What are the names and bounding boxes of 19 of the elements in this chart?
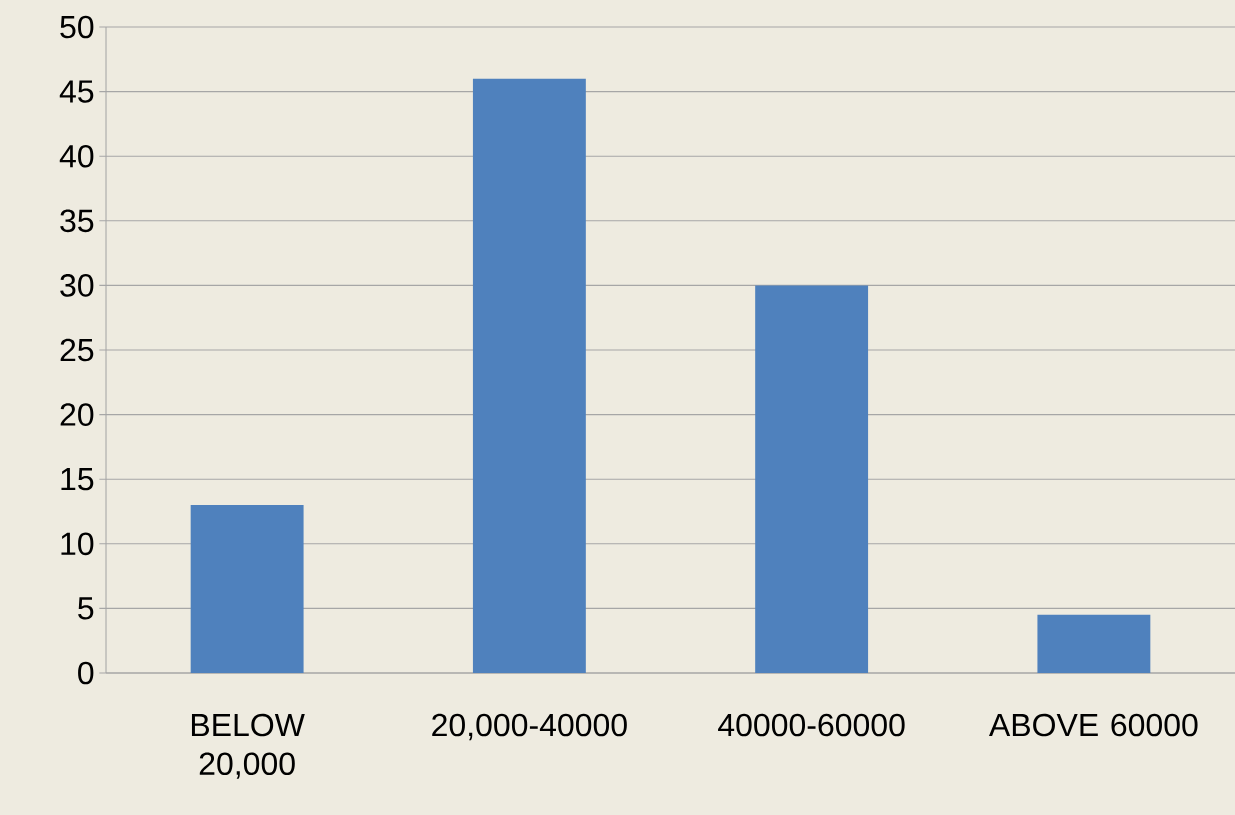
bar <box>755 285 869 673</box>
y-tick-label: 5 <box>78 597 94 620</box>
y-tick-label: 15 <box>61 468 94 491</box>
y-tick-label: 25 <box>60 338 94 362</box>
y-tick-label: 30 <box>60 274 94 297</box>
x-tick-label: 20,000-40000 <box>432 713 627 741</box>
bar <box>472 78 586 673</box>
y-tick-label: 10 <box>61 532 94 556</box>
y-tick-label: 0 <box>78 661 94 685</box>
x-tick-label: ABOVE 60000 <box>988 713 1198 737</box>
bar <box>190 505 304 673</box>
y-tick-label: 45 <box>59 80 94 103</box>
y-tick-label: 35 <box>60 209 94 233</box>
x-tick-label: 40000-60000 <box>718 713 905 737</box>
y-tick-label: 40 <box>59 144 94 168</box>
bar <box>1037 614 1151 673</box>
y-tick-label: 20 <box>60 403 94 426</box>
y-tick-label: 50 <box>60 15 94 39</box>
x-tick-label: BELOW 20,000 <box>191 713 305 779</box>
